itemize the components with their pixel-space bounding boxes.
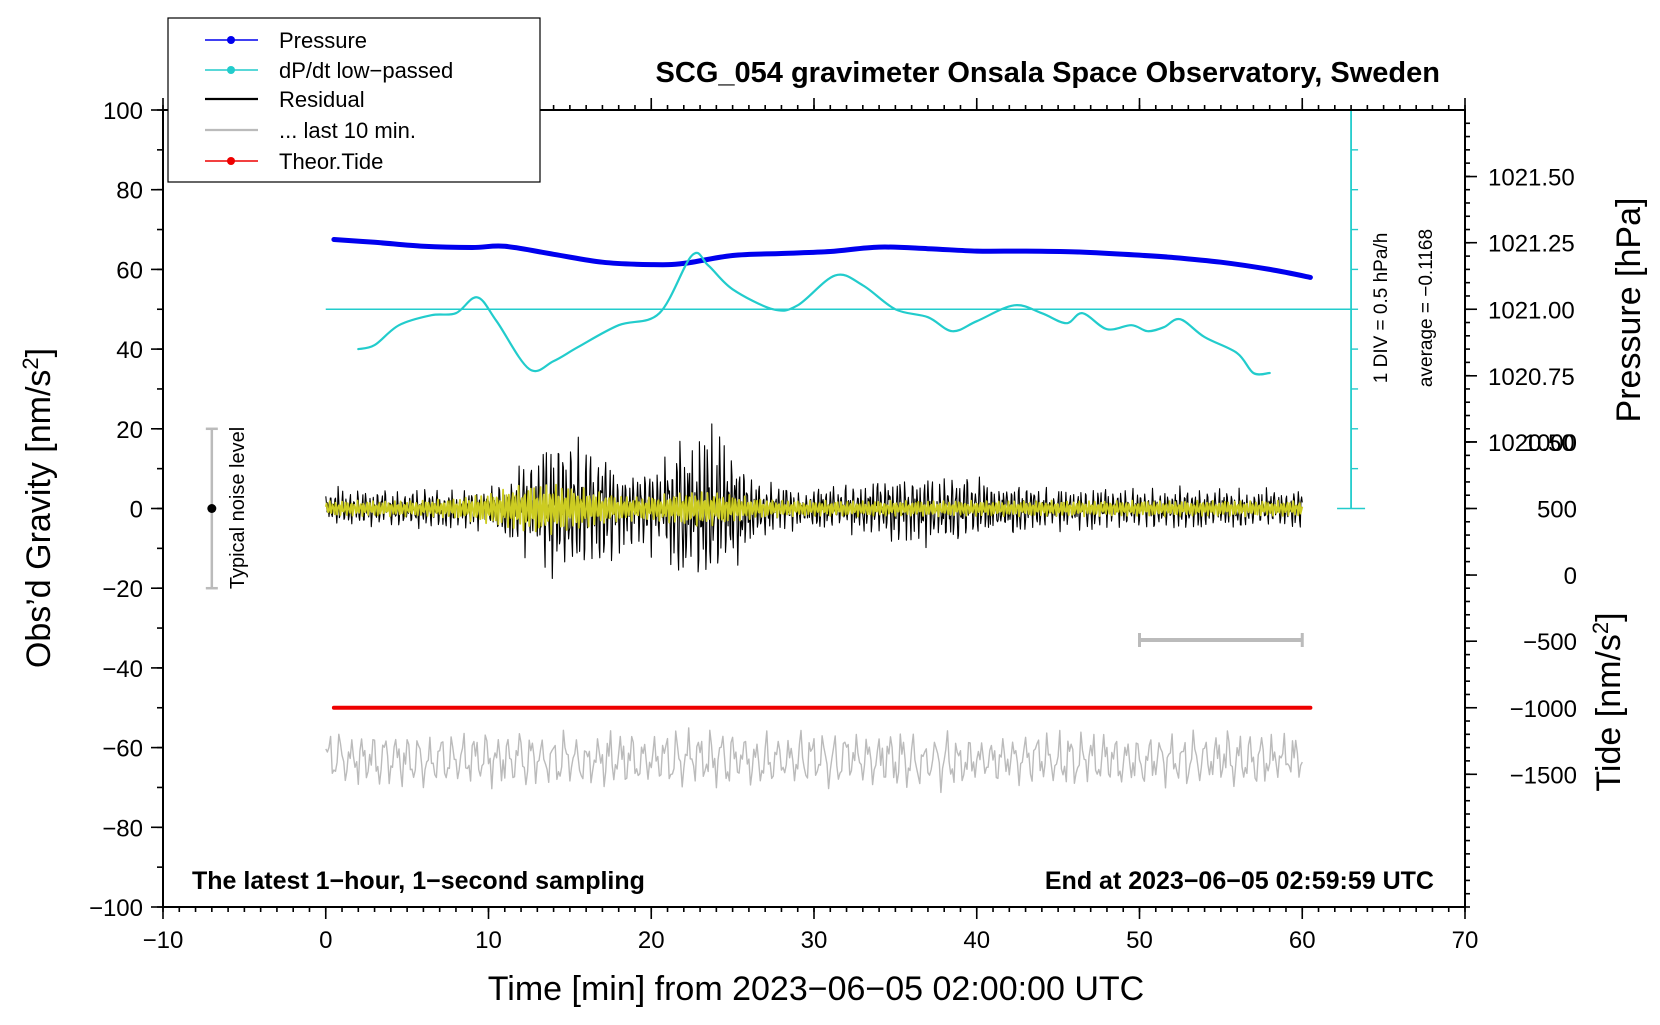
pressure-axis-label: Pressure [hPa]: [1610, 198, 1648, 423]
x-tick-label: 60: [1289, 927, 1316, 954]
svg-text:Theor.Tide: Theor.Tide: [279, 149, 383, 174]
svg-text:dP/dt low−passed: dP/dt low−passed: [279, 58, 453, 83]
svg-text:... last 10 min.: ... last 10 min.: [279, 118, 416, 143]
legend: Pressure dP/dt low−passed Residual ... l…: [168, 18, 540, 182]
dpdt-average-label: average = −0.1168: [1416, 229, 1437, 387]
tide-tick-label: −1000: [1510, 696, 1577, 723]
annotation-bottom-right: End at 2023−06−05 02:59:59 UTC: [1045, 867, 1434, 895]
x-tick-label: 10: [475, 927, 502, 954]
y-tick-label: −20: [102, 576, 143, 603]
pressure-tick-label: 1020.75: [1488, 364, 1575, 391]
y-tick-label: 40: [116, 337, 143, 364]
tide-axis-label: Tide [nm/s2]: [1588, 612, 1628, 791]
y-tick-label: −40: [102, 656, 143, 683]
x-axis-label: Time [min] from 2023−06−05 02:00:00 UTC: [488, 970, 1144, 1008]
chart-title: SCG_054 gravimeter Onsala Space Observat…: [656, 57, 1440, 89]
tide-tick-label: −500: [1523, 629, 1577, 656]
x-tick-label: 0: [319, 927, 332, 954]
y-tick-label: 60: [116, 257, 143, 284]
x-tick-label: 20: [638, 927, 665, 954]
y-tick-label: 0: [130, 497, 143, 524]
tide-tick-label: 500: [1537, 497, 1577, 524]
pressure-tick-label: 1021.25: [1488, 231, 1575, 258]
pressure-tick-label: 1021.00: [1488, 297, 1575, 324]
y-tick-label: −100: [89, 895, 143, 922]
y-tick-label: −80: [102, 815, 143, 842]
y-axis-label: Obs’d Gravity [nm/s2]: [18, 348, 58, 668]
x-tick-label: 40: [963, 927, 990, 954]
noise-level-label: Typical noise level: [227, 427, 249, 589]
svg-text:Pressure: Pressure: [279, 28, 367, 53]
svg-text:Residual: Residual: [279, 87, 365, 112]
x-tick-label: 70: [1452, 927, 1479, 954]
y-tick-label: −60: [102, 736, 143, 763]
tide-tick-label: −1500: [1510, 762, 1577, 789]
dpdt-div-label: 1 DIV = 0.5 hPa/h: [1371, 233, 1392, 384]
annotation-bottom-left: The latest 1−hour, 1−second sampling: [192, 867, 645, 895]
tide-tick-label: 0: [1564, 563, 1577, 590]
y-tick-label: 80: [116, 178, 143, 205]
x-tick-label: −10: [143, 927, 184, 954]
y-tick-label: 20: [116, 417, 143, 444]
noise-bar-dot: [207, 504, 216, 513]
tide-tick-label: 1000: [1524, 430, 1577, 457]
y-tick-label: 100: [103, 98, 143, 125]
pressure-tick-label: 1021.50: [1488, 165, 1575, 192]
x-tick-label: 50: [1126, 927, 1153, 954]
x-tick-label: 30: [801, 927, 828, 954]
